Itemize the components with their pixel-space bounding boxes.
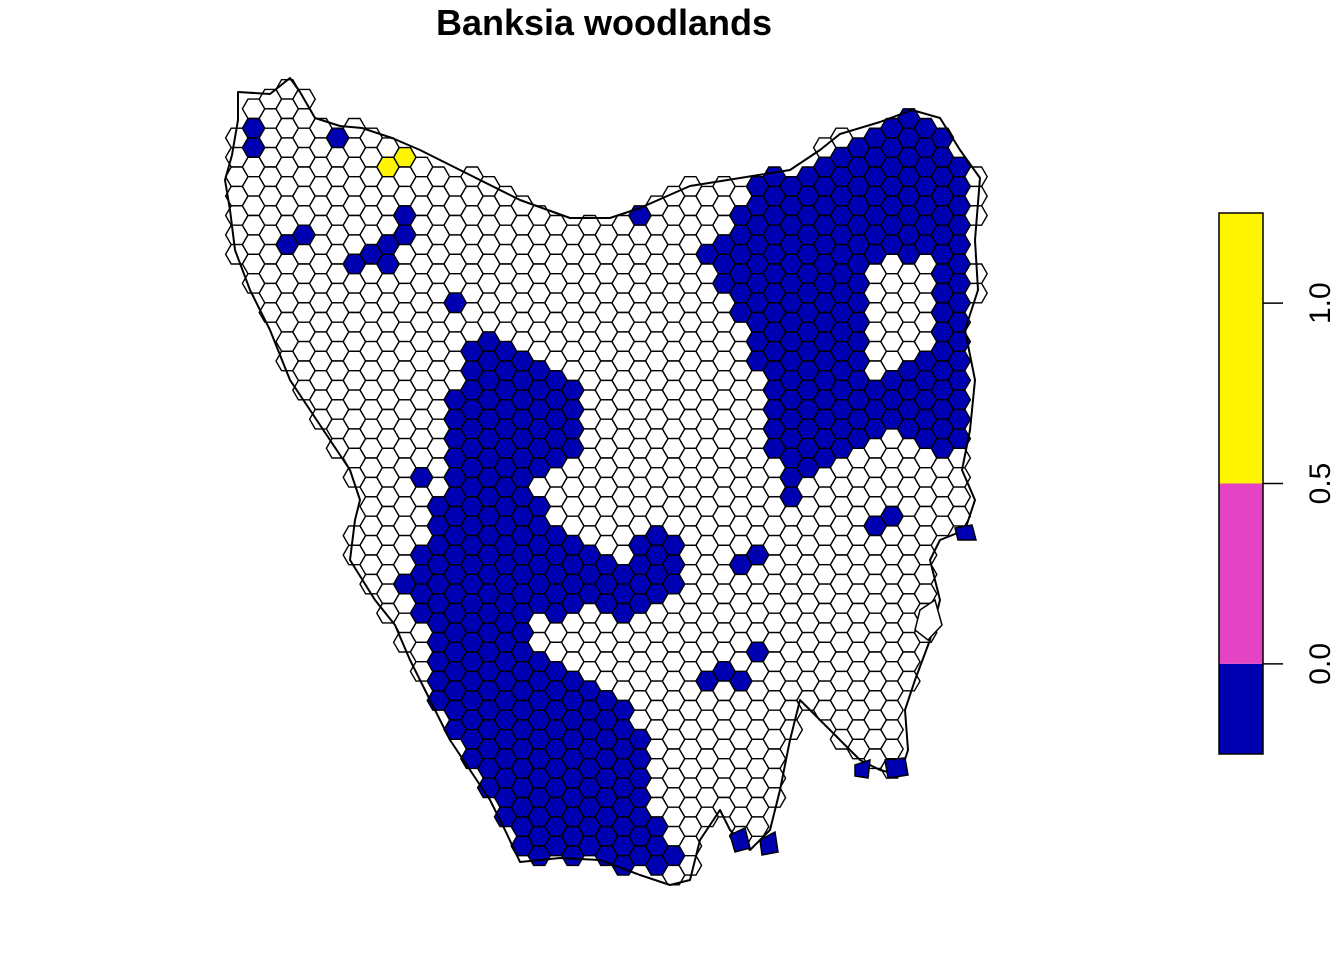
island bbox=[884, 757, 909, 779]
coastline bbox=[224, 77, 981, 886]
hex-cell bbox=[896, 670, 921, 692]
island bbox=[729, 826, 751, 853]
island bbox=[954, 524, 977, 541]
coastline-outline bbox=[224, 77, 981, 886]
legend-swatch-0 bbox=[1219, 663, 1263, 754]
legend-swatch-2 bbox=[1219, 213, 1263, 484]
legend-color-bar bbox=[1218, 212, 1264, 755]
island bbox=[854, 758, 871, 779]
legend-axis: 0.0 0.5 1.0 bbox=[1263, 282, 1337, 685]
island bbox=[914, 598, 943, 642]
map-title: Banksia woodlands bbox=[435, 2, 773, 43]
hex-cell bbox=[779, 719, 804, 740]
hex-grid bbox=[224, 78, 989, 886]
legend-tick-label-1: 0.5 bbox=[1304, 463, 1337, 505]
legend-tick-label-0: 0.0 bbox=[1304, 643, 1337, 685]
legend-swatch-1 bbox=[1219, 483, 1263, 664]
legend-tick-label-2: 1.0 bbox=[1304, 282, 1337, 324]
island bbox=[759, 830, 779, 856]
